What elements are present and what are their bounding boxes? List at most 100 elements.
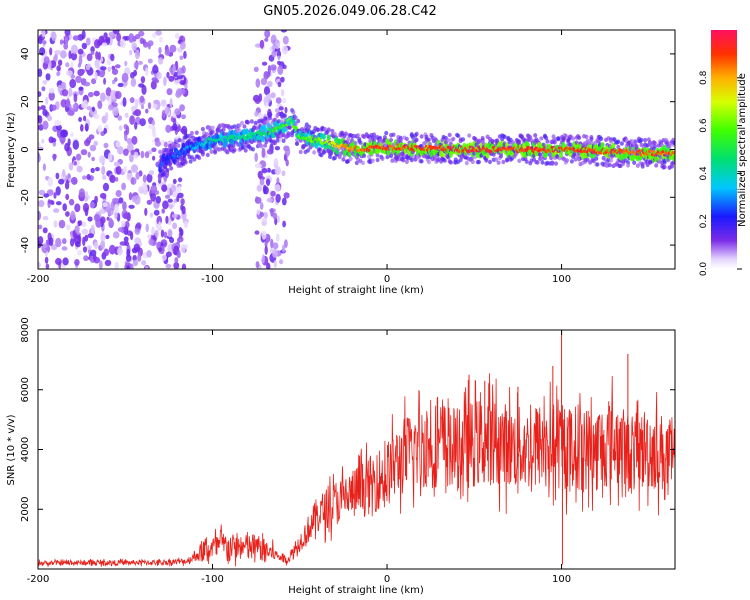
noise-blob	[278, 106, 284, 111]
signal-halo	[446, 138, 451, 143]
noise-blob	[123, 236, 129, 243]
signal-halo	[563, 133, 568, 138]
signal-band	[321, 133, 326, 140]
noise-blob	[129, 263, 134, 269]
noise-blob	[87, 151, 91, 158]
noise-blob	[55, 172, 60, 180]
signal-halo	[671, 160, 675, 165]
signal-halo	[628, 147, 633, 152]
signal-halo	[332, 155, 337, 161]
noise-blob	[40, 105, 46, 110]
noise-blob	[109, 174, 116, 184]
signal-halo	[545, 139, 550, 144]
noise-blob	[114, 261, 119, 269]
noise-blob	[95, 167, 100, 172]
noise-blob	[260, 77, 268, 86]
noise-blob	[72, 35, 80, 41]
signal-halo	[595, 162, 600, 167]
noise-blob	[42, 79, 48, 85]
noise-blob	[102, 182, 110, 192]
noise-blob	[279, 259, 284, 265]
noise-blob	[81, 228, 89, 235]
signal-halo	[639, 137, 644, 143]
noise-blob	[168, 204, 174, 210]
signal-band	[611, 142, 616, 149]
noise-blob	[172, 178, 177, 184]
signal-halo	[161, 171, 166, 177]
noise-blob	[285, 159, 289, 167]
noise-blob	[144, 265, 149, 269]
noise-blob	[80, 149, 88, 156]
noise-blob	[166, 71, 170, 79]
noise-blob	[174, 79, 180, 85]
signal-halo	[643, 137, 648, 143]
signal-halo	[276, 119, 281, 124]
noise-blob	[67, 109, 75, 116]
spectrogram-x-tick-label: 100	[552, 274, 571, 285]
noise-blob	[270, 208, 274, 217]
signal-halo	[540, 160, 545, 165]
noise-blob	[111, 102, 118, 108]
noise-blob	[38, 36, 43, 45]
noise-blob	[122, 212, 129, 220]
noise-blob	[124, 112, 129, 118]
noise-blob	[158, 47, 162, 55]
noise-blob	[115, 190, 122, 197]
signal-halo	[398, 137, 403, 143]
signal-halo	[178, 156, 183, 162]
noise-blob	[160, 139, 166, 147]
noise-blob	[57, 59, 63, 66]
signal-halo	[253, 120, 258, 126]
noise-blob	[58, 219, 66, 229]
noise-blob	[153, 64, 158, 71]
noise-blob	[93, 113, 100, 120]
noise-blob	[272, 242, 279, 250]
noise-blob	[181, 65, 186, 74]
signal-halo	[584, 134, 589, 139]
noise-blob	[81, 30, 86, 40]
signal-halo	[307, 124, 312, 129]
noise-blob	[126, 172, 133, 181]
noise-blob	[93, 241, 99, 250]
signal-halo	[315, 127, 320, 132]
noise-blob	[47, 115, 53, 121]
noise-blob	[179, 104, 186, 112]
noise-blob	[160, 100, 167, 107]
signal-halo	[293, 115, 298, 120]
noise-blob	[60, 50, 67, 59]
noise-blob	[82, 175, 87, 180]
noise-blob	[259, 178, 265, 186]
noise-blob	[166, 186, 170, 197]
noise-blob	[143, 41, 149, 48]
noise-blob	[62, 169, 66, 177]
signal-halo	[524, 159, 529, 164]
spectrogram-y-axis-label: Frequency (Hz)	[6, 112, 17, 188]
noise-blob	[165, 124, 172, 133]
signal-halo	[210, 125, 215, 130]
noise-blob	[124, 241, 130, 247]
noise-blob	[180, 244, 186, 253]
noise-blob	[82, 236, 86, 246]
signal-halo	[281, 138, 286, 143]
noise-blob	[128, 33, 135, 43]
snr-x-tick-label: -200	[27, 574, 50, 585]
noise-blob	[61, 246, 68, 251]
noise-blob	[60, 129, 67, 138]
noise-blob	[99, 208, 105, 214]
noise-blob	[93, 140, 98, 147]
snr-y-tick-label: 8000	[20, 317, 31, 342]
signal-halo	[354, 160, 359, 166]
signal-halo	[246, 120, 251, 125]
noise-blob	[43, 193, 50, 198]
noise-blob	[134, 34, 141, 40]
signal-halo	[599, 136, 604, 141]
noise-blob	[99, 155, 106, 164]
noise-blob	[89, 144, 97, 152]
noise-blob	[118, 197, 124, 204]
noise-blob	[178, 227, 183, 233]
colorbar-tick-label: 0.6	[699, 118, 709, 133]
noise-blob	[60, 99, 68, 108]
snr-y-tick-label: 2000	[20, 497, 31, 522]
noise-blob	[117, 145, 124, 155]
